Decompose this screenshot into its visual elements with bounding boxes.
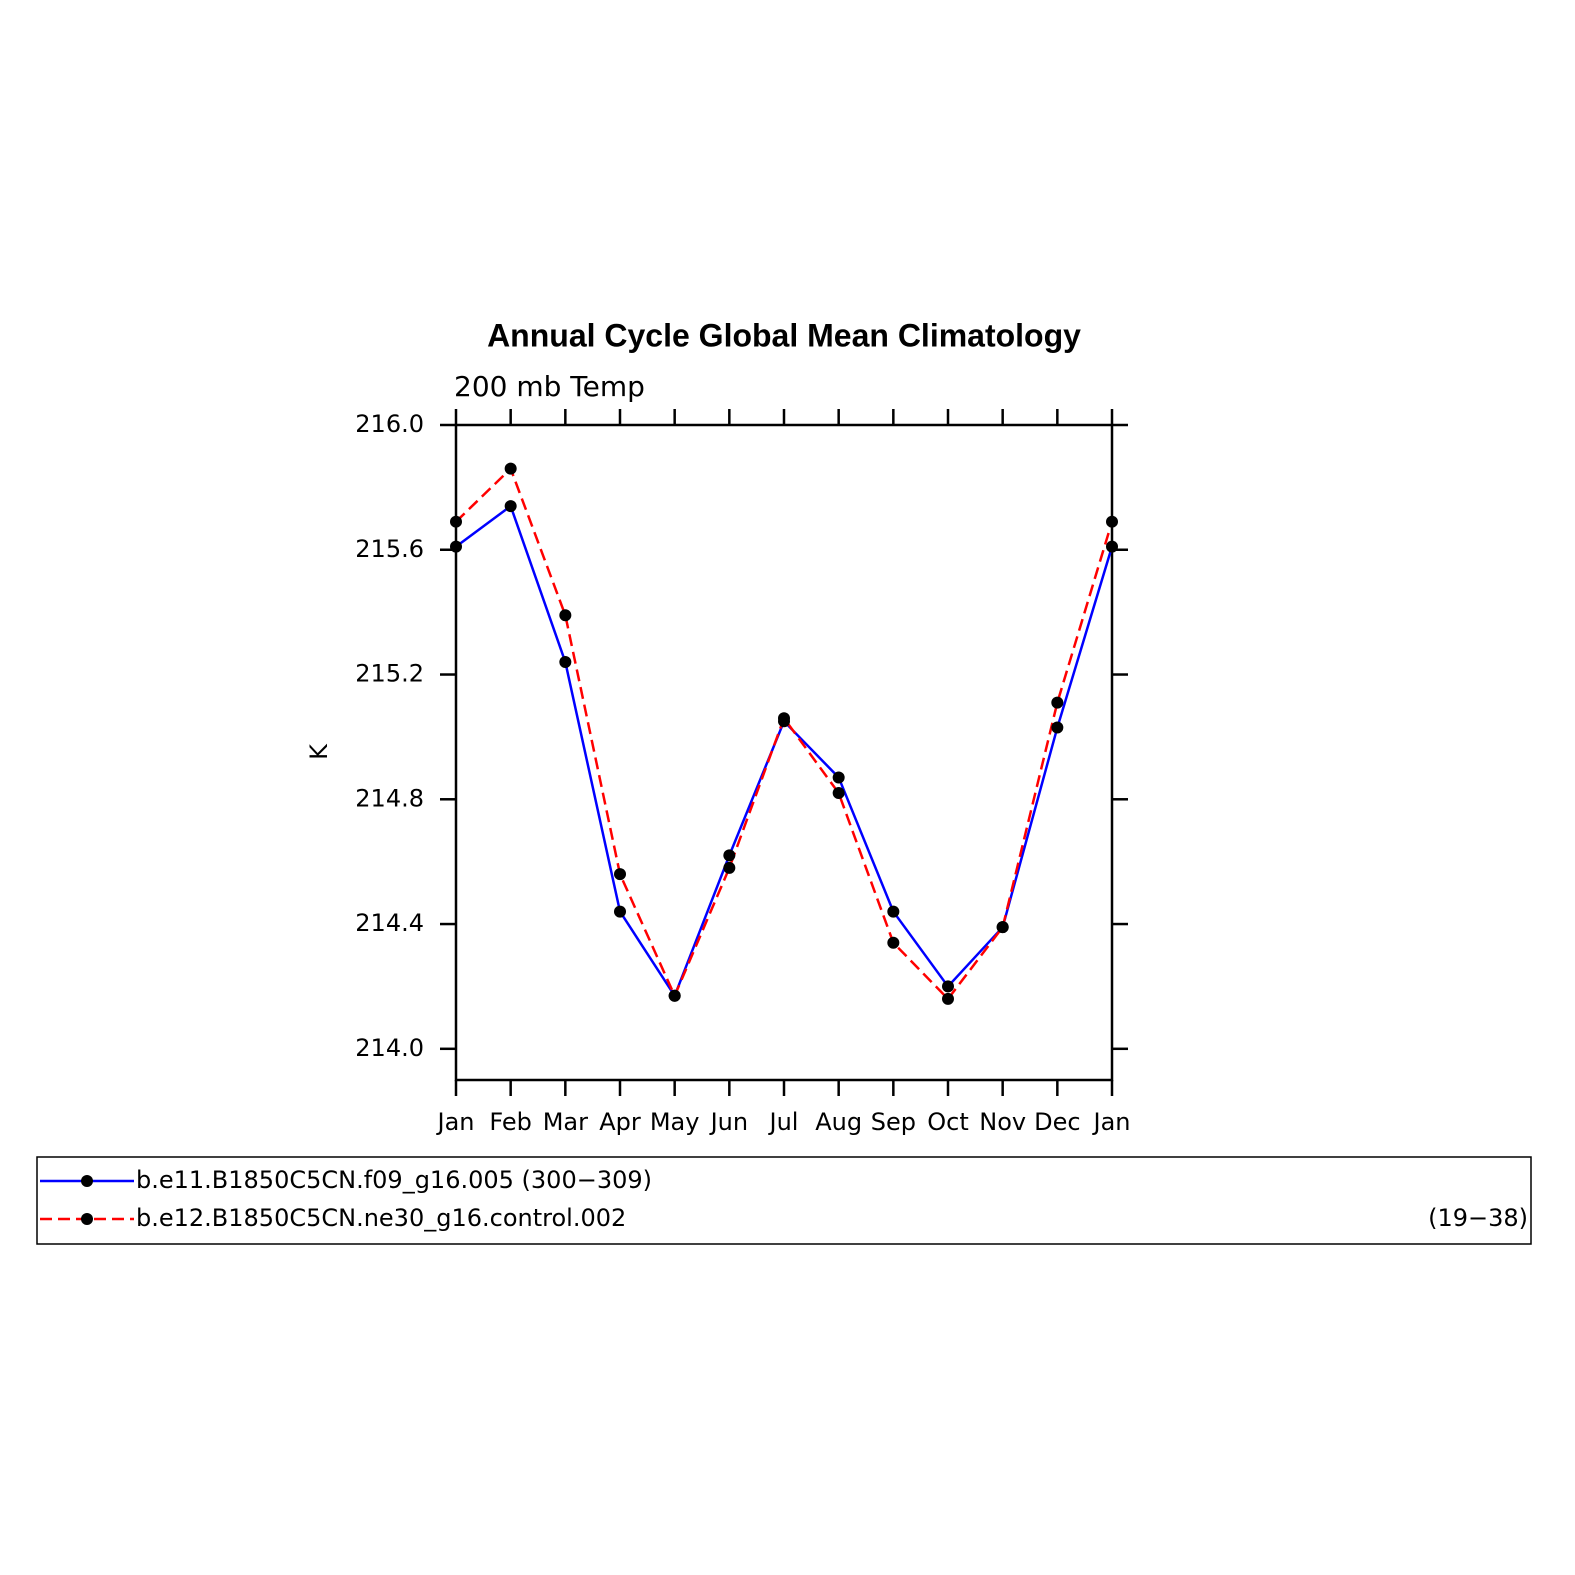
marker xyxy=(1051,721,1064,734)
marker xyxy=(504,500,517,513)
y-tick-label: 214.0 xyxy=(355,1034,424,1062)
marker xyxy=(778,712,790,725)
marker xyxy=(996,921,1009,934)
y-tick-label: 215.2 xyxy=(355,660,424,688)
legend-label: b.e11.B1850C5CN.f09_g16.005 (300−309) xyxy=(136,1166,652,1194)
x-tick-label: Jun xyxy=(709,1108,749,1136)
x-tick-label: Apr xyxy=(599,1108,641,1136)
x-tick-label: Jan xyxy=(436,1108,475,1136)
y-axis-label: K xyxy=(305,743,333,760)
x-tick-label: Oct xyxy=(927,1108,969,1136)
y-tick-label: 214.4 xyxy=(355,909,424,937)
legend-box xyxy=(36,1156,1532,1245)
marker xyxy=(450,515,462,528)
series-line xyxy=(455,504,1114,999)
marker xyxy=(450,540,462,553)
marker xyxy=(723,861,736,874)
marker xyxy=(942,992,954,1005)
marker xyxy=(614,868,626,881)
x-tick-label: Mar xyxy=(543,1108,588,1136)
marker xyxy=(614,905,626,918)
x-tick-label: Nov xyxy=(979,1108,1026,1136)
y-tick-label: 214.8 xyxy=(355,784,424,812)
marker xyxy=(887,936,900,949)
legend-suffix: (19−38) xyxy=(1428,1204,1528,1232)
legend-marker xyxy=(81,1175,93,1187)
marker xyxy=(832,771,845,784)
marker xyxy=(1051,696,1064,709)
x-tick-label: Feb xyxy=(489,1108,532,1136)
x-tick-label: Sep xyxy=(871,1108,916,1136)
y-tick-label: 216.0 xyxy=(355,410,424,438)
marker xyxy=(504,462,517,475)
plot-frame xyxy=(454,423,1114,1082)
chart-subtitle: 200 mb Temp xyxy=(454,370,645,403)
marker xyxy=(723,849,736,862)
legend-marker xyxy=(81,1213,93,1225)
marker xyxy=(1106,540,1118,553)
x-tick-label: Dec xyxy=(1034,1108,1080,1136)
marker xyxy=(942,980,954,993)
x-tick-label: Jul xyxy=(768,1108,799,1136)
x-tick-label: Aug xyxy=(815,1108,862,1136)
legend-label: b.e12.B1850C5CN.ne30_g16.control.002 xyxy=(136,1204,626,1232)
chart-title: Annual Cycle Global Mean Climatology xyxy=(487,317,1081,353)
marker xyxy=(832,787,845,800)
marker xyxy=(1106,515,1118,528)
y-tick-label: 215.6 xyxy=(355,535,424,563)
x-tick-label: Jan xyxy=(1092,1108,1131,1136)
marker xyxy=(559,609,572,622)
marker xyxy=(887,905,900,918)
series-line xyxy=(455,466,1114,1001)
marker xyxy=(668,989,681,1002)
marker xyxy=(559,656,572,669)
x-tick-label: May xyxy=(650,1108,700,1136)
